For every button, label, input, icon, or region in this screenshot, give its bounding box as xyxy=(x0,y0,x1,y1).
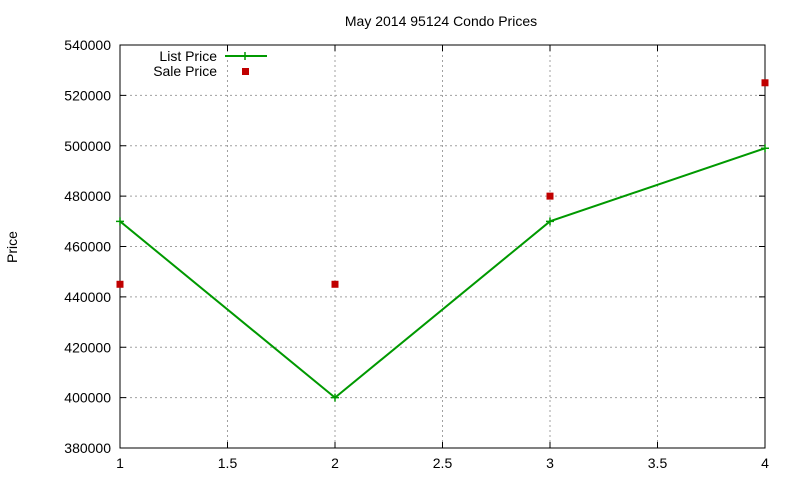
sale-price-point xyxy=(546,192,554,200)
chart-title: May 2014 95124 Condo Prices xyxy=(345,13,537,29)
legend-label-sale-price: Sale Price xyxy=(153,63,217,79)
x-tick-label: 1.5 xyxy=(218,455,238,471)
y-axis-label: Price xyxy=(4,231,20,263)
legend: List Price Sale Price xyxy=(153,48,267,79)
list-price-point xyxy=(546,217,554,226)
legend-entry-list-price: List Price xyxy=(159,48,267,64)
sale-price-point xyxy=(761,79,769,87)
legend-marker-list-price xyxy=(241,52,249,60)
x-tick-label: 2.5 xyxy=(433,455,453,471)
list-price-point xyxy=(331,393,339,402)
x-tick-label: 3.5 xyxy=(648,455,668,471)
y-tick-label: 440000 xyxy=(64,289,111,305)
list-price-point xyxy=(116,217,124,226)
y-tick-label: 460000 xyxy=(64,239,111,255)
y-tick-label: 480000 xyxy=(64,188,111,204)
y-tick-label: 380000 xyxy=(64,440,111,456)
data-series xyxy=(116,79,769,402)
x-tick-label: 2 xyxy=(331,455,339,471)
x-tick-label: 1 xyxy=(116,455,124,471)
axis-ticks: 380000 400000 420000 440000 460000 480000 5000… xyxy=(64,37,769,471)
sale-price-point xyxy=(116,280,124,288)
y-tick-label: 500000 xyxy=(64,138,111,154)
list-price-line xyxy=(119,147,766,399)
grid-lines xyxy=(120,45,765,448)
y-tick-label: 420000 xyxy=(64,339,111,355)
x-tick-label: 3 xyxy=(546,455,554,471)
y-tick-label: 520000 xyxy=(64,87,111,103)
legend-entry-sale-price: Sale Price xyxy=(153,63,249,79)
legend-label-list-price: List Price xyxy=(159,48,217,64)
sale-price-point xyxy=(331,280,339,288)
y-tick-label: 400000 xyxy=(64,390,111,406)
x-tick-label: 4 xyxy=(761,455,769,471)
legend-marker-sale-price xyxy=(242,68,249,75)
list-price-point xyxy=(761,144,769,153)
y-tick-label: 540000 xyxy=(64,37,111,53)
